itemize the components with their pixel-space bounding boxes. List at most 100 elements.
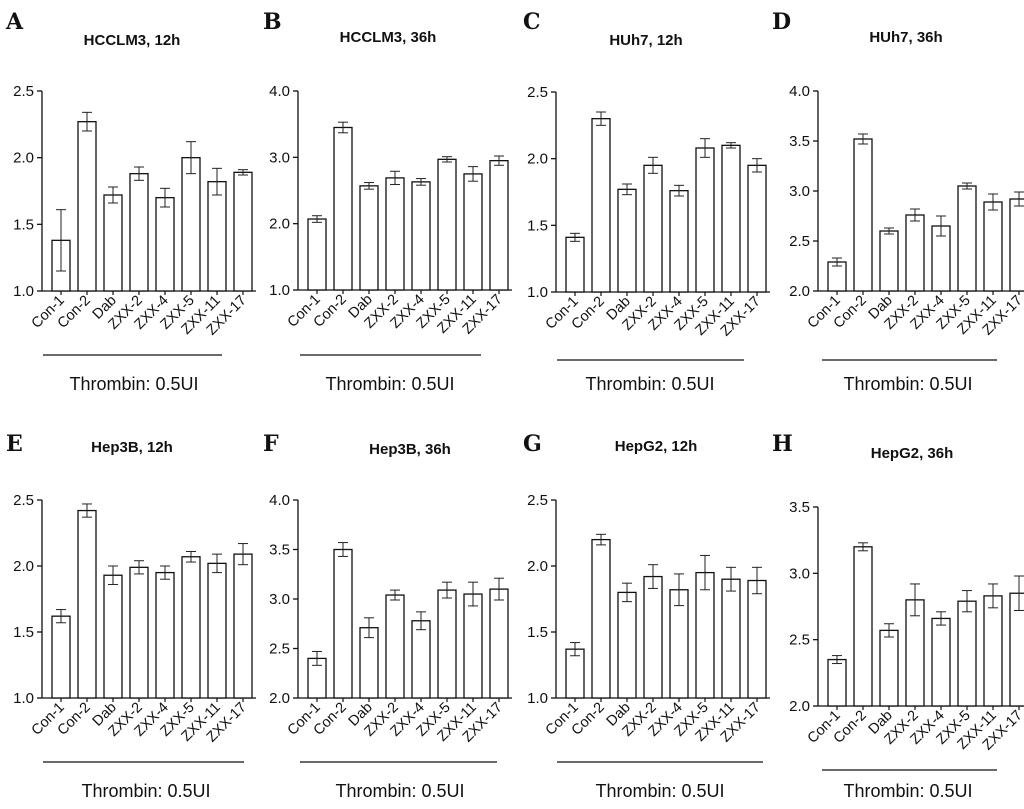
y-tick-label: 2.5 [789,632,810,649]
treatment-label: Thrombin: 0.5UI [325,374,454,394]
treatment-label: Thrombin: 0.5UI [335,781,464,801]
bar-con-2 [77,509,97,699]
bar-dab [359,185,379,291]
bar-zxx-2 [905,214,925,292]
bar-zxx-17 [1009,198,1024,292]
chart-title: Hep3B, 12h [91,439,173,456]
panel-letter: D [772,9,791,35]
y-tick-label: 1.0 [13,283,34,300]
y-tick-label: 3.0 [269,591,290,608]
y-tick-label: 2.5 [789,233,810,250]
bar-con-2 [77,121,97,292]
y-tick-label: 2.0 [269,216,290,233]
bar-dab [617,591,637,699]
bar-zxx-17 [233,171,253,292]
bar-zxx-11 [207,562,227,699]
bar-dab [103,194,123,292]
chart-panel-e: E Hep3B, 12h1.01.52.02.5Con-1Con-2DabZXX-… [6,431,256,801]
y-tick-label: 2.0 [269,690,290,707]
panel-letter: E [6,431,23,457]
y-tick-label: 2.5 [527,84,548,101]
y-tick-label: 1.0 [269,282,290,299]
chart-title: HepG2, 36h [871,445,954,462]
bar-zxx-11 [721,144,741,293]
chart-title: HUh7, 36h [869,29,942,46]
y-tick-label: 2.0 [527,151,548,168]
bar-con-1 [565,236,585,293]
bar-zxx-5 [181,556,201,699]
panel-letter: G [523,431,542,457]
bar-zxx-11 [463,173,483,291]
y-tick-label: 2.5 [527,492,548,509]
bar-zxx-4 [669,190,689,293]
treatment-label: Thrombin: 0.5UI [81,781,210,801]
treatment-label: Thrombin: 0.5UI [585,374,714,394]
bar-dab [879,629,899,707]
bar-zxx-5 [437,158,457,291]
bar-zxx-11 [463,593,483,699]
chart-title: HCCLM3, 36h [340,29,437,46]
y-tick-label: 4.0 [269,83,290,100]
y-tick-label: 3.5 [789,499,810,516]
bar-zxx-4 [155,197,175,292]
bar-zxx-2 [129,566,149,699]
y-tick-label: 3.5 [789,133,810,150]
y-tick-label: 3.0 [789,565,810,582]
chart-title: HUh7, 12h [609,32,682,49]
treatment-label: Thrombin: 0.5UI [69,374,198,394]
bar-zxx-2 [385,594,405,699]
chart-panel-h: H HepG2, 36h2.02.53.03.5Con-1Con-2DabZXX-… [772,431,1024,801]
bar-dab [879,230,899,292]
bar-zxx-2 [643,164,663,293]
y-tick-label: 1.0 [527,284,548,301]
y-tick-label: 3.0 [269,149,290,166]
bar-con-1 [565,648,585,699]
y-tick-label: 2.0 [789,698,810,715]
y-tick-label: 4.0 [269,492,290,509]
panel-letter: H [772,431,793,457]
chart-panel-f: F Hep3B, 36h2.02.53.03.54.0Con-1Con-2DabZ… [263,431,512,801]
bar-con-2 [853,138,873,292]
bar-con-1 [307,218,327,291]
y-tick-label: 2.0 [13,150,34,167]
bar-zxx-4 [155,571,175,699]
y-tick-label: 1.5 [13,624,34,641]
bar-zxx-17 [489,159,509,291]
y-tick-label: 3.0 [789,183,810,200]
bar-dab [103,574,123,699]
bar-zxx-17 [489,588,509,699]
panel-letter: A [5,9,24,35]
bar-zxx-4 [411,620,431,699]
bar-zxx-5 [957,600,977,707]
y-tick-label: 4.0 [789,83,810,100]
y-tick-label: 1.5 [527,624,548,641]
bar-zxx-2 [643,575,663,699]
y-tick-label: 2.5 [13,492,34,509]
bar-con-2 [591,118,611,293]
bar-con-2 [591,538,611,699]
bar-con-1 [51,615,71,699]
y-tick-label: 2.0 [13,558,34,575]
bar-zxx-5 [957,185,977,292]
y-tick-label: 1.0 [527,690,548,707]
panel-letter: B [263,9,282,35]
y-tick-label: 2.0 [789,283,810,300]
bar-zxx-17 [747,579,767,699]
bar-zxx-2 [385,177,405,291]
panel-letter: C [523,9,541,35]
bar-zxx-5 [695,571,715,699]
bar-con-2 [853,546,873,707]
bar-dab [359,627,379,699]
bar-dab [617,188,637,293]
y-tick-label: 2.5 [269,641,290,658]
bar-zxx-11 [207,181,227,292]
chart-title: HepG2, 12h [615,438,698,455]
bar-zxx-4 [931,617,951,707]
y-tick-label: 3.5 [269,542,290,559]
bar-zxx-4 [411,181,431,291]
panel-letter: F [263,431,279,457]
